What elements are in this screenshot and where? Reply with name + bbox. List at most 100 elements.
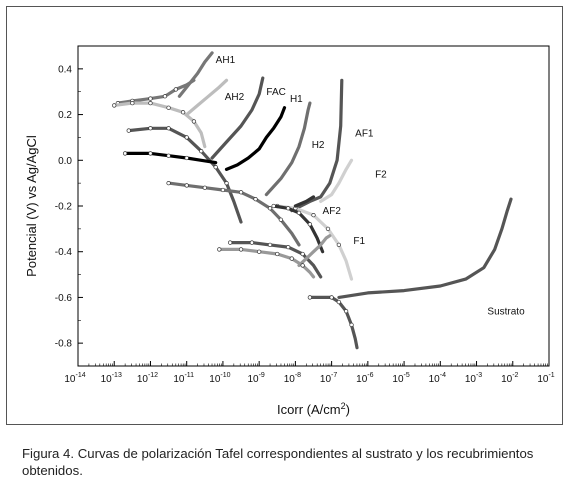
series-ah2-anodic-branch <box>185 78 229 117</box>
series-f1 <box>217 234 332 279</box>
x-axis: 10-14 10-13 10-12 10-11 10-10 10-9 10-8 10-7 10-… <box>64 361 555 385</box>
series-ah2-point <box>130 100 135 106</box>
x-axis-title-superscript: 2 <box>341 401 346 411</box>
x-axis-title-base: Icorr (A/cm <box>277 402 341 417</box>
series-sustrato-point <box>329 295 334 300</box>
series-af2-point <box>296 210 302 216</box>
x-tick-label: 10-5 <box>392 372 409 385</box>
series-fac-point <box>224 180 229 186</box>
series-f1-point <box>275 251 280 257</box>
series-ah2 <box>112 78 229 149</box>
series-ah1 <box>115 51 214 106</box>
series-sustrato-point <box>336 299 342 305</box>
series-af2-anodic-branch <box>293 195 316 208</box>
series-label-sustrato: Sustrato <box>487 307 525 318</box>
series-label-fac: FAC <box>266 87 285 98</box>
series-ah2-point <box>180 110 186 115</box>
series-sustrato-point <box>307 295 313 300</box>
series-h2-point <box>202 185 207 190</box>
series-fac <box>126 76 265 224</box>
series-h1-point <box>184 155 189 161</box>
series-ah1-point <box>148 96 153 101</box>
tafel-chart: 10-14 10-13 10-12 10-11 10-10 10-9 10-8 10-7 10-… <box>24 45 555 417</box>
x-tick-label: 10-11 <box>173 372 194 385</box>
series-f1-point <box>300 263 305 268</box>
series-sustrato-cathodic-branch <box>308 295 359 350</box>
series-ah2-cathodic-branch <box>112 101 207 149</box>
x-tick-label: 10-1 <box>537 372 554 385</box>
series-af1-point <box>300 251 305 257</box>
series-h2-point <box>184 183 189 188</box>
y-tick-label: 0.0 <box>58 156 72 167</box>
y-tick-label: 0.2 <box>58 110 72 121</box>
y-axis-title: Potencial (V) vs Ag/AgCl <box>24 135 39 277</box>
series-label-h1: H1 <box>290 94 303 105</box>
plot-area <box>77 45 550 367</box>
series-h2-point <box>253 196 258 202</box>
series-label-f2: F2 <box>375 170 387 181</box>
series-label-ah1: AH1 <box>216 55 236 66</box>
series-ah2-point <box>191 119 197 124</box>
series-h1-cathodic-branch <box>123 151 218 165</box>
figure-frame <box>6 6 563 425</box>
series-sustrato-anodic-branch <box>337 197 513 299</box>
y-tick-label: -0.6 <box>55 293 73 304</box>
series-h1-point <box>166 153 171 158</box>
x-tick-label: 10-3 <box>465 372 482 385</box>
series-ah2-point <box>112 103 117 108</box>
series-f1-point <box>217 247 222 252</box>
series-ah2-point <box>166 105 171 110</box>
series-ah1-anodic-branch <box>177 51 214 98</box>
series-h2-anodic-branch <box>264 101 312 197</box>
series-f1-point <box>238 247 244 252</box>
series-fac-anodic-branch <box>210 76 265 160</box>
series-af2-point <box>285 206 291 211</box>
x-tick-label: 10-2 <box>501 372 518 385</box>
series-h2-point <box>267 206 273 211</box>
series-af2-point <box>271 203 276 209</box>
series-h2-point <box>166 180 171 186</box>
series-af1-point <box>249 240 255 245</box>
series-layer <box>112 51 513 350</box>
series-h2-point <box>238 190 244 195</box>
x-tick-label: 10-13 <box>101 372 122 385</box>
series-sustrato-point <box>343 308 349 314</box>
series-h2-point <box>278 217 284 222</box>
series-ah1-point <box>173 87 178 92</box>
series-af1-anodic-branch <box>290 78 344 213</box>
y-tick-label: -0.4 <box>55 247 73 258</box>
x-tick-label: 10-6 <box>356 372 373 385</box>
x-tick-label: 10-14 <box>64 372 85 385</box>
series-label-ah2: AH2 <box>225 92 245 103</box>
series-h2 <box>166 101 312 247</box>
series-h1-anodic-branch <box>224 106 287 171</box>
series-af1-point <box>267 242 273 248</box>
series-f1-point <box>289 256 294 261</box>
series-label-af1: AF1 <box>355 128 374 139</box>
y-tick-label: 0.4 <box>58 64 72 75</box>
series-fac-point <box>199 148 204 154</box>
x-axis-title-end: ) <box>346 402 350 417</box>
series-h1-point <box>122 151 128 156</box>
series-fac-point <box>184 135 189 140</box>
series-sustrato <box>307 197 513 350</box>
series-f2 <box>275 158 354 281</box>
series-label-af2: AF2 <box>323 206 342 217</box>
x-axis-title: Icorr (A/cm2) <box>277 401 350 417</box>
series-af2-cathodic-branch <box>272 204 325 254</box>
figure-caption: Figura 4. Curvas de polarización Tafel c… <box>22 446 534 478</box>
series-label-f1: F1 <box>353 236 365 247</box>
x-tick-label: 10-7 <box>320 372 337 385</box>
series-af1-point <box>285 244 291 250</box>
series-af2-point <box>307 222 313 227</box>
series-sustrato-point <box>349 322 354 328</box>
series-f2-point <box>311 212 316 218</box>
series-af2 <box>271 195 325 254</box>
x-tick-label: 10-8 <box>284 372 301 385</box>
series-fac-point <box>166 126 171 131</box>
series-labels: AH1 AH2 FAC H1 H2 AF1 F2 AF2 F1 Sustrato <box>216 55 525 317</box>
series-fac-point <box>213 164 218 170</box>
series-fac-point <box>148 126 153 131</box>
series-fac-point <box>126 128 131 133</box>
series-f1-point <box>257 249 262 254</box>
